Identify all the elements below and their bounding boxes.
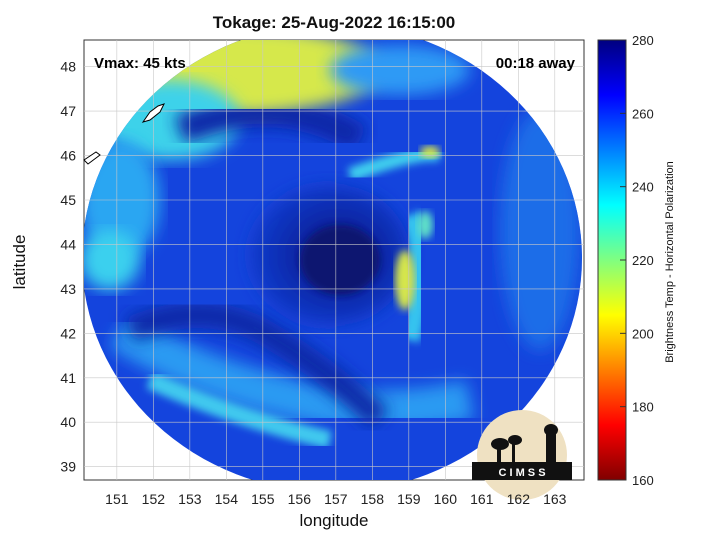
x-tick-label: 157: [324, 491, 348, 507]
colorbar-tick-label: 240: [632, 180, 654, 195]
x-tick-label: 162: [507, 491, 531, 507]
x-tick-label: 151: [105, 491, 129, 507]
plot-title: Tokage: 25-Aug-2022 16:15:00: [212, 13, 456, 32]
y-axis-label: latitude: [10, 234, 29, 290]
x-tick-labels: 151 152 153 154 155 156 157 158 159 160 161 162 163: [105, 491, 567, 507]
x-tick-label: 163: [543, 491, 567, 507]
y-tick-label: 42: [60, 325, 76, 341]
x-tick-label: 154: [215, 491, 239, 507]
logo-text: C I M S S: [498, 467, 545, 479]
x-tick-label: 156: [288, 491, 312, 507]
y-tick-label: 46: [60, 148, 76, 164]
island-outline: [141, 103, 165, 123]
colorbar-tick-label: 280: [632, 33, 654, 48]
y-tick-label: 43: [60, 281, 76, 297]
y-tick-label: 41: [60, 370, 76, 386]
cimss-logo: C I M S S: [472, 410, 572, 500]
colorbar-label: Brightness Temp - Horizontal Polarizatio…: [664, 161, 676, 363]
away-annotation: 00:18 away: [496, 55, 576, 72]
y-tick-label: 44: [60, 236, 76, 252]
vmax-annotation: Vmax: 45 kts: [94, 55, 186, 72]
colorbar-tick-label: 220: [632, 253, 654, 268]
x-tick-label: 152: [142, 491, 166, 507]
colorbar-tick-label: 160: [632, 473, 654, 488]
y-tick-label: 39: [60, 459, 76, 475]
colorbar-tick-label: 260: [632, 106, 654, 121]
x-tick-label: 158: [361, 491, 385, 507]
x-tick-label: 161: [470, 491, 494, 507]
colorbar-tick-label: 180: [632, 400, 654, 415]
x-tick-label: 153: [178, 491, 202, 507]
x-tick-label: 160: [434, 491, 458, 507]
x-tick-label: 155: [251, 491, 275, 507]
y-tick-label: 48: [60, 59, 76, 75]
colorbar-tick-labels: 280 260 240 220 200 180 160: [620, 33, 654, 488]
y-tick-label: 45: [60, 192, 76, 208]
island-outline: [83, 151, 101, 165]
y-tick-label: 47: [60, 103, 76, 119]
colorbar-tick-label: 200: [632, 326, 654, 341]
y-tick-label: 40: [60, 414, 76, 430]
y-tick-labels: 48 47 46 45 44 43 42 41 40 39: [60, 59, 76, 475]
x-axis-label: longitude: [299, 511, 369, 530]
x-tick-label: 159: [397, 491, 421, 507]
